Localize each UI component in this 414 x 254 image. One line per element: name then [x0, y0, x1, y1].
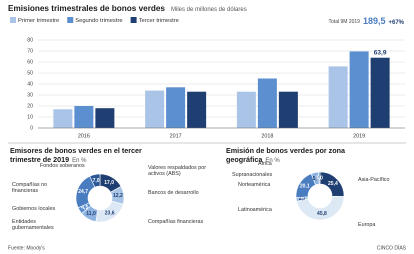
bar: [74, 106, 94, 128]
annotation: Total 9M 2019 189,5 +67%: [329, 16, 405, 26]
subtitle: En %: [265, 157, 280, 164]
x-tick-label: 2018: [261, 133, 273, 139]
category-label: Compañías financieras: [148, 219, 204, 225]
y-tick-label: 10: [27, 114, 33, 120]
legend-label: Tercer trimestre: [139, 18, 179, 24]
subtitle: En %: [72, 157, 87, 164]
category-label: Supranacionales: [232, 172, 273, 178]
legend-label: Segundo trimestre: [75, 18, 122, 24]
annotation-value: 189,5: [363, 16, 386, 26]
x-tick-label: 2016: [78, 133, 90, 139]
legend-swatch: [10, 17, 16, 23]
annotation-change: +67%: [388, 20, 404, 26]
pie-slice: [318, 171, 321, 185]
value-label: 12,2: [113, 193, 123, 199]
value-label: 11,0: [86, 211, 96, 217]
bar: [278, 91, 298, 128]
y-tick-label: 70: [27, 48, 33, 54]
source: Fuente: Moody's: [8, 245, 45, 251]
value-label: 1,0: [316, 175, 323, 181]
value-label: 2,7: [299, 196, 306, 202]
bar: [349, 51, 369, 128]
title: Emisión de bonos verdes por zona geográf…: [226, 146, 346, 164]
value-label: 63,9: [374, 49, 387, 56]
bar: [145, 90, 165, 128]
value-label: 20,1: [300, 184, 310, 190]
category-label: Asia-Pacífico: [358, 177, 390, 183]
bar: [257, 78, 277, 128]
category-label: Gobiernos locales: [12, 206, 56, 212]
category-label: África: [258, 161, 272, 167]
category-label: Europa: [358, 222, 376, 228]
bar: [53, 109, 73, 128]
value-label: 5,0: [313, 176, 320, 182]
category-label: Compañías no financieras: [12, 182, 48, 194]
legend-swatch: [130, 17, 137, 23]
chart-title: Emisiones trimestrales de bonos verdes Mi…: [8, 4, 247, 13]
y-tick-label: 40: [27, 81, 33, 87]
bar: [236, 91, 256, 128]
category-label: Entidades gubernamentales: [12, 219, 54, 231]
value-label: 45,8: [317, 211, 327, 217]
category-label: Fondos soberanos: [40, 163, 85, 169]
subtitle: Miles de millones de dólares: [171, 7, 247, 13]
pie-slice: [296, 195, 345, 221]
bar: [166, 87, 186, 128]
value-label: 23,6: [105, 211, 115, 217]
value-label: 17,0: [104, 180, 114, 186]
x-tick-label: 2019: [353, 133, 365, 139]
value-label: 25,4: [328, 181, 338, 187]
y-tick-label: 80: [27, 37, 33, 43]
x-tick-label: 2017: [170, 133, 182, 139]
y-tick-label: 20: [27, 103, 33, 109]
category-label: Valores respaldados por activos (ABS): [148, 165, 207, 177]
value-label: 4,5: [81, 205, 88, 211]
pie-slice: [89, 173, 101, 188]
y-tick-label: 50: [27, 70, 33, 76]
legend-label: Primer trimestre: [18, 18, 59, 24]
bar: [370, 57, 390, 128]
category-label: Latinoamérica: [238, 207, 272, 213]
category-label: Bancos de desarrollo: [148, 190, 199, 196]
brand: CINCO DÍAS: [377, 244, 407, 251]
legend-swatch: [67, 17, 74, 23]
pie-title: Emisión de bonos verdes por zona geográf…: [226, 146, 376, 165]
bar: [95, 108, 115, 128]
value-label: 7,0: [93, 178, 100, 184]
title: Emisores de bonos verdes en el tercer tr…: [10, 146, 142, 164]
y-tick-label: 0: [30, 125, 33, 131]
pie-title: Emisores de bonos verdes en el tercer tr…: [10, 146, 160, 165]
title: Emisiones trimestrales de bonos verdes: [8, 4, 165, 13]
y-tick-label: 60: [27, 59, 33, 65]
bar: [328, 66, 348, 128]
bar: [187, 91, 207, 128]
category-label: Norteamérica: [238, 182, 271, 188]
y-tick-label: 30: [27, 92, 33, 98]
value-label: 24,7: [78, 189, 88, 195]
annotation-label: Total 9M 2019: [329, 19, 361, 25]
